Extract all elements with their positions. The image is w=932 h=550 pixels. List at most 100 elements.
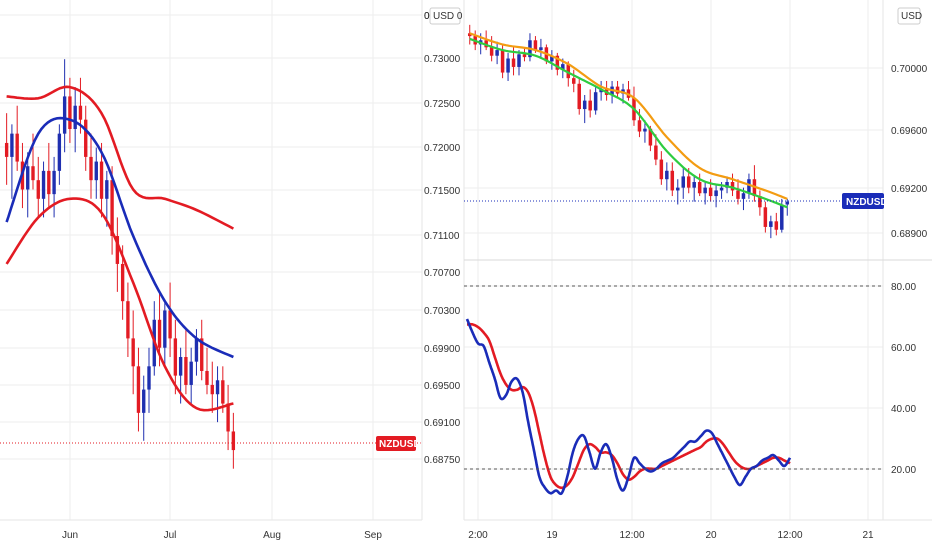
right-candle-body [577, 83, 581, 110]
right-candle-body [637, 120, 642, 132]
right-candle-body [648, 128, 653, 146]
right-x-tick: 12:00 [777, 530, 802, 541]
right-candle-body [643, 128, 647, 132]
right-price-axis: 0.70000 0.69600 0.69200 0.68900 [891, 64, 928, 240]
left-candle-body [205, 370, 209, 385]
osc-tick: 40.00 [891, 404, 916, 415]
left-candle-body [184, 357, 188, 385]
right-candle-body [489, 47, 494, 56]
right-candle-body [555, 55, 560, 70]
left-candle-body [163, 310, 167, 348]
left-candle-body [36, 180, 40, 199]
left-candle-body [136, 366, 141, 413]
right-candle-body [665, 170, 669, 180]
right-candle-body [517, 54, 521, 67]
right-candle-body [780, 204, 784, 230]
right-candle-body [550, 55, 554, 62]
left-candle-body [105, 180, 109, 199]
right-candle-body [533, 40, 538, 51]
left-candle-body [31, 166, 35, 181]
left-candle-body [62, 96, 67, 134]
left-candle-body [147, 366, 151, 390]
left-candle-body [142, 389, 146, 413]
right-candle-body [566, 64, 571, 79]
left-candle-body [115, 236, 120, 264]
left-candle-body [26, 166, 30, 190]
right-candle-body [708, 187, 713, 197]
right-candle-body [714, 190, 718, 197]
right-candle-body [741, 193, 746, 199]
right-candle-body [686, 176, 691, 188]
right-candle-body [495, 50, 499, 56]
osc-tick: 60.00 [891, 343, 916, 354]
left-symbol-tag [376, 436, 416, 451]
left-candle-body [173, 338, 178, 376]
right-candle-body [730, 182, 735, 191]
left-candle-body [68, 96, 72, 129]
left-candle-body [99, 161, 104, 199]
right-candle-body [561, 64, 565, 70]
left-y-tick: 0.73000 [424, 54, 461, 65]
right-candle-body [511, 58, 516, 67]
right-candle-body [654, 145, 658, 160]
left-symbol-tag-text: NZDUSD [379, 439, 421, 450]
osc-tick: 80.00 [891, 282, 916, 293]
right-candle-body [506, 58, 510, 73]
right-candle-body [692, 182, 696, 188]
right-symbol-tag [842, 193, 884, 209]
left-candle-body [110, 180, 114, 237]
right-candle-body [703, 187, 707, 194]
right-price-tick: 0.69200 [891, 184, 928, 195]
left-y-tick: 0.71500 [424, 186, 461, 197]
left-candle-body [215, 380, 220, 395]
left-candle-body [84, 119, 88, 157]
left-candle-body [131, 338, 135, 367]
stoch-k-line [465, 318, 792, 496]
right-candle-body [725, 182, 729, 188]
left-candle-body [47, 170, 51, 195]
left-x-tick: Aug [263, 530, 281, 541]
right-price-tick: 0.68900 [891, 229, 928, 240]
left-candle-body [78, 105, 83, 120]
right-candle-body [670, 170, 675, 191]
left-candle-body [168, 310, 172, 339]
right-x-tick: 20 [705, 530, 717, 541]
left-x-tick: Jun [62, 530, 78, 541]
left-x-tick: Sep [364, 530, 382, 541]
osc-axis: 80.00 60.00 40.00 20.00 [891, 282, 916, 476]
left-y-tick: 0.68750 [424, 455, 461, 466]
right-price-chart [467, 24, 790, 239]
right-currency-label-top: USD 0 [433, 11, 463, 22]
right-candle-body [774, 221, 779, 230]
left-band-middle [5, 116, 234, 359]
left-y-tick: 0.70300 [424, 306, 461, 317]
right-candle-body [572, 78, 576, 84]
right-price-tick: 0.69600 [891, 126, 928, 137]
left-candle-body [194, 338, 199, 362]
left-y-tick: 0.72500 [424, 99, 461, 110]
left-y-tick: 0.72000 [424, 143, 461, 154]
right-candle-body [736, 190, 740, 199]
left-candle-body [52, 170, 56, 195]
left-candle-body [226, 403, 230, 432]
left-grid [0, 0, 422, 520]
left-candle-body [157, 319, 162, 348]
right-candle-body [785, 201, 790, 205]
axis-currency-box[interactable] [897, 7, 921, 25]
left-y-tick: 0.69500 [424, 381, 461, 392]
right-candle-body [467, 33, 472, 37]
left-candle-body [41, 170, 46, 199]
ema-slow-line [469, 32, 788, 200]
left-band-outer [6, 85, 235, 230]
left-band-outer [5, 197, 234, 412]
left-candle-body [57, 133, 62, 171]
right-x-tick: 19 [546, 530, 558, 541]
left-currency-label: 0 [424, 11, 430, 22]
left-y-axis: 0.735000.730000.725000.720000.715000.711… [424, 11, 461, 466]
left-candle-body [221, 380, 225, 404]
right-price-tick: 0.70000 [891, 64, 928, 75]
right-currency-label-box[interactable] [429, 7, 461, 25]
left-candle-body [231, 431, 236, 451]
